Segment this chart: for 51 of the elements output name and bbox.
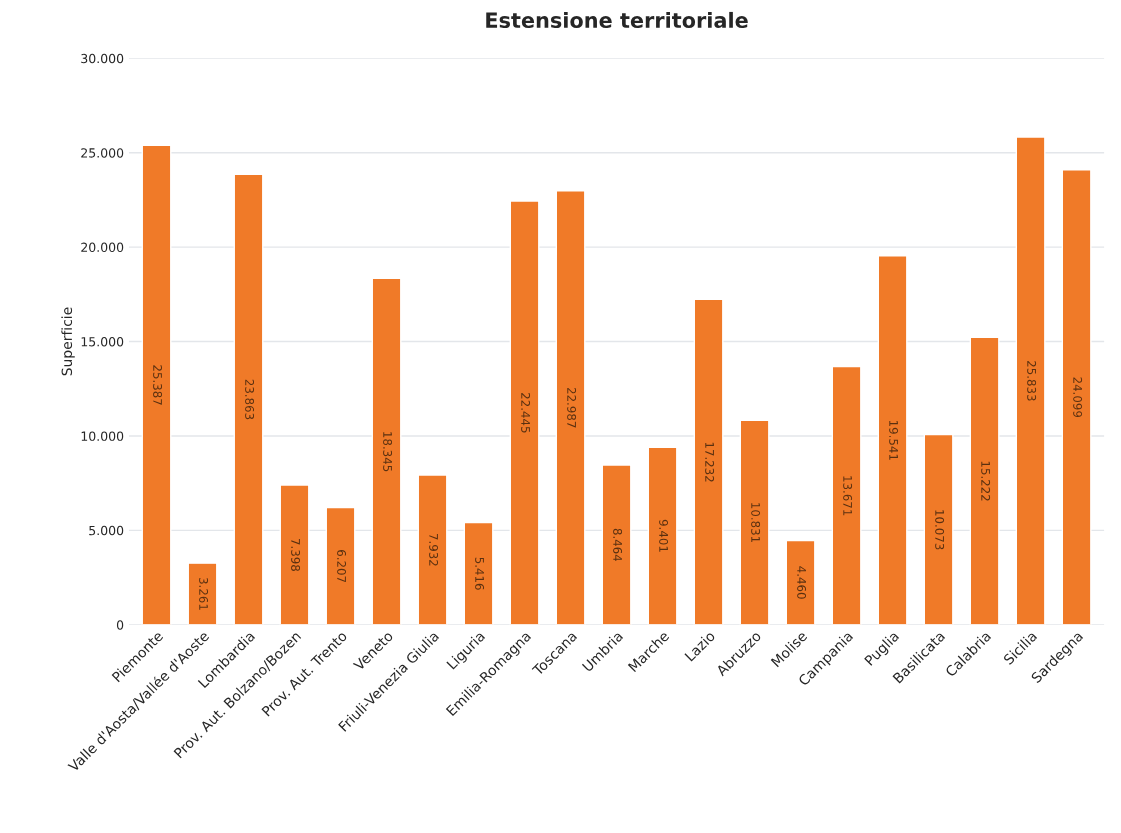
data-label: 18.345 <box>383 432 393 472</box>
data-label: 6.207 <box>337 550 347 583</box>
bar <box>1015 136 1046 625</box>
bar <box>233 173 264 625</box>
data-label: 10.831 <box>751 503 761 543</box>
data-label: 22.987 <box>567 387 577 428</box>
data-label: 19.541 <box>889 420 899 460</box>
data-label: 4.460 <box>797 566 807 599</box>
bar <box>555 190 586 625</box>
data-label: 7.398 <box>291 538 301 571</box>
bar <box>141 144 172 625</box>
bar <box>371 277 402 625</box>
data-label: 7.932 <box>429 533 439 566</box>
bar <box>1061 169 1092 625</box>
bar <box>877 255 908 625</box>
bar <box>417 474 448 625</box>
y-tick-label: 20.000 <box>81 242 124 253</box>
y-axis-title: Superficie <box>61 307 75 376</box>
bar <box>693 298 724 625</box>
bar <box>601 464 632 625</box>
data-label: 10.073 <box>935 510 945 550</box>
data-label: 23.863 <box>245 379 255 420</box>
y-tick-label: 0 <box>116 620 124 630</box>
data-label: 24.099 <box>1073 377 1083 418</box>
bar <box>739 419 770 625</box>
data-label: 17.232 <box>705 442 715 482</box>
data-label: 8.464 <box>613 528 623 562</box>
data-label: 13.671 <box>843 476 853 516</box>
bar <box>647 446 678 625</box>
data-label: 25.833 <box>1027 361 1037 401</box>
bar <box>969 336 1000 625</box>
y-tick-label: 25.000 <box>81 148 124 158</box>
data-label: 25.387 <box>153 365 163 405</box>
bar <box>187 562 218 625</box>
bar <box>509 200 540 625</box>
bar <box>831 365 862 625</box>
y-tick-label: 5.000 <box>89 525 124 536</box>
data-label: 22.445 <box>521 393 531 433</box>
data-label: 5.416 <box>475 557 485 590</box>
bar <box>923 433 954 625</box>
y-tick-label: 30.000 <box>81 53 124 64</box>
data-label: 15.222 <box>981 461 991 501</box>
bar <box>279 484 310 625</box>
y-tick-label: 10.000 <box>81 431 124 441</box>
bar <box>463 521 494 625</box>
y-tick-label: 15.000 <box>81 337 124 347</box>
data-label: 3.261 <box>199 577 209 610</box>
data-label: 9.401 <box>659 519 669 552</box>
bar <box>325 506 356 625</box>
bar <box>785 539 816 625</box>
chart-title: Estensione territoriale <box>486 11 748 29</box>
